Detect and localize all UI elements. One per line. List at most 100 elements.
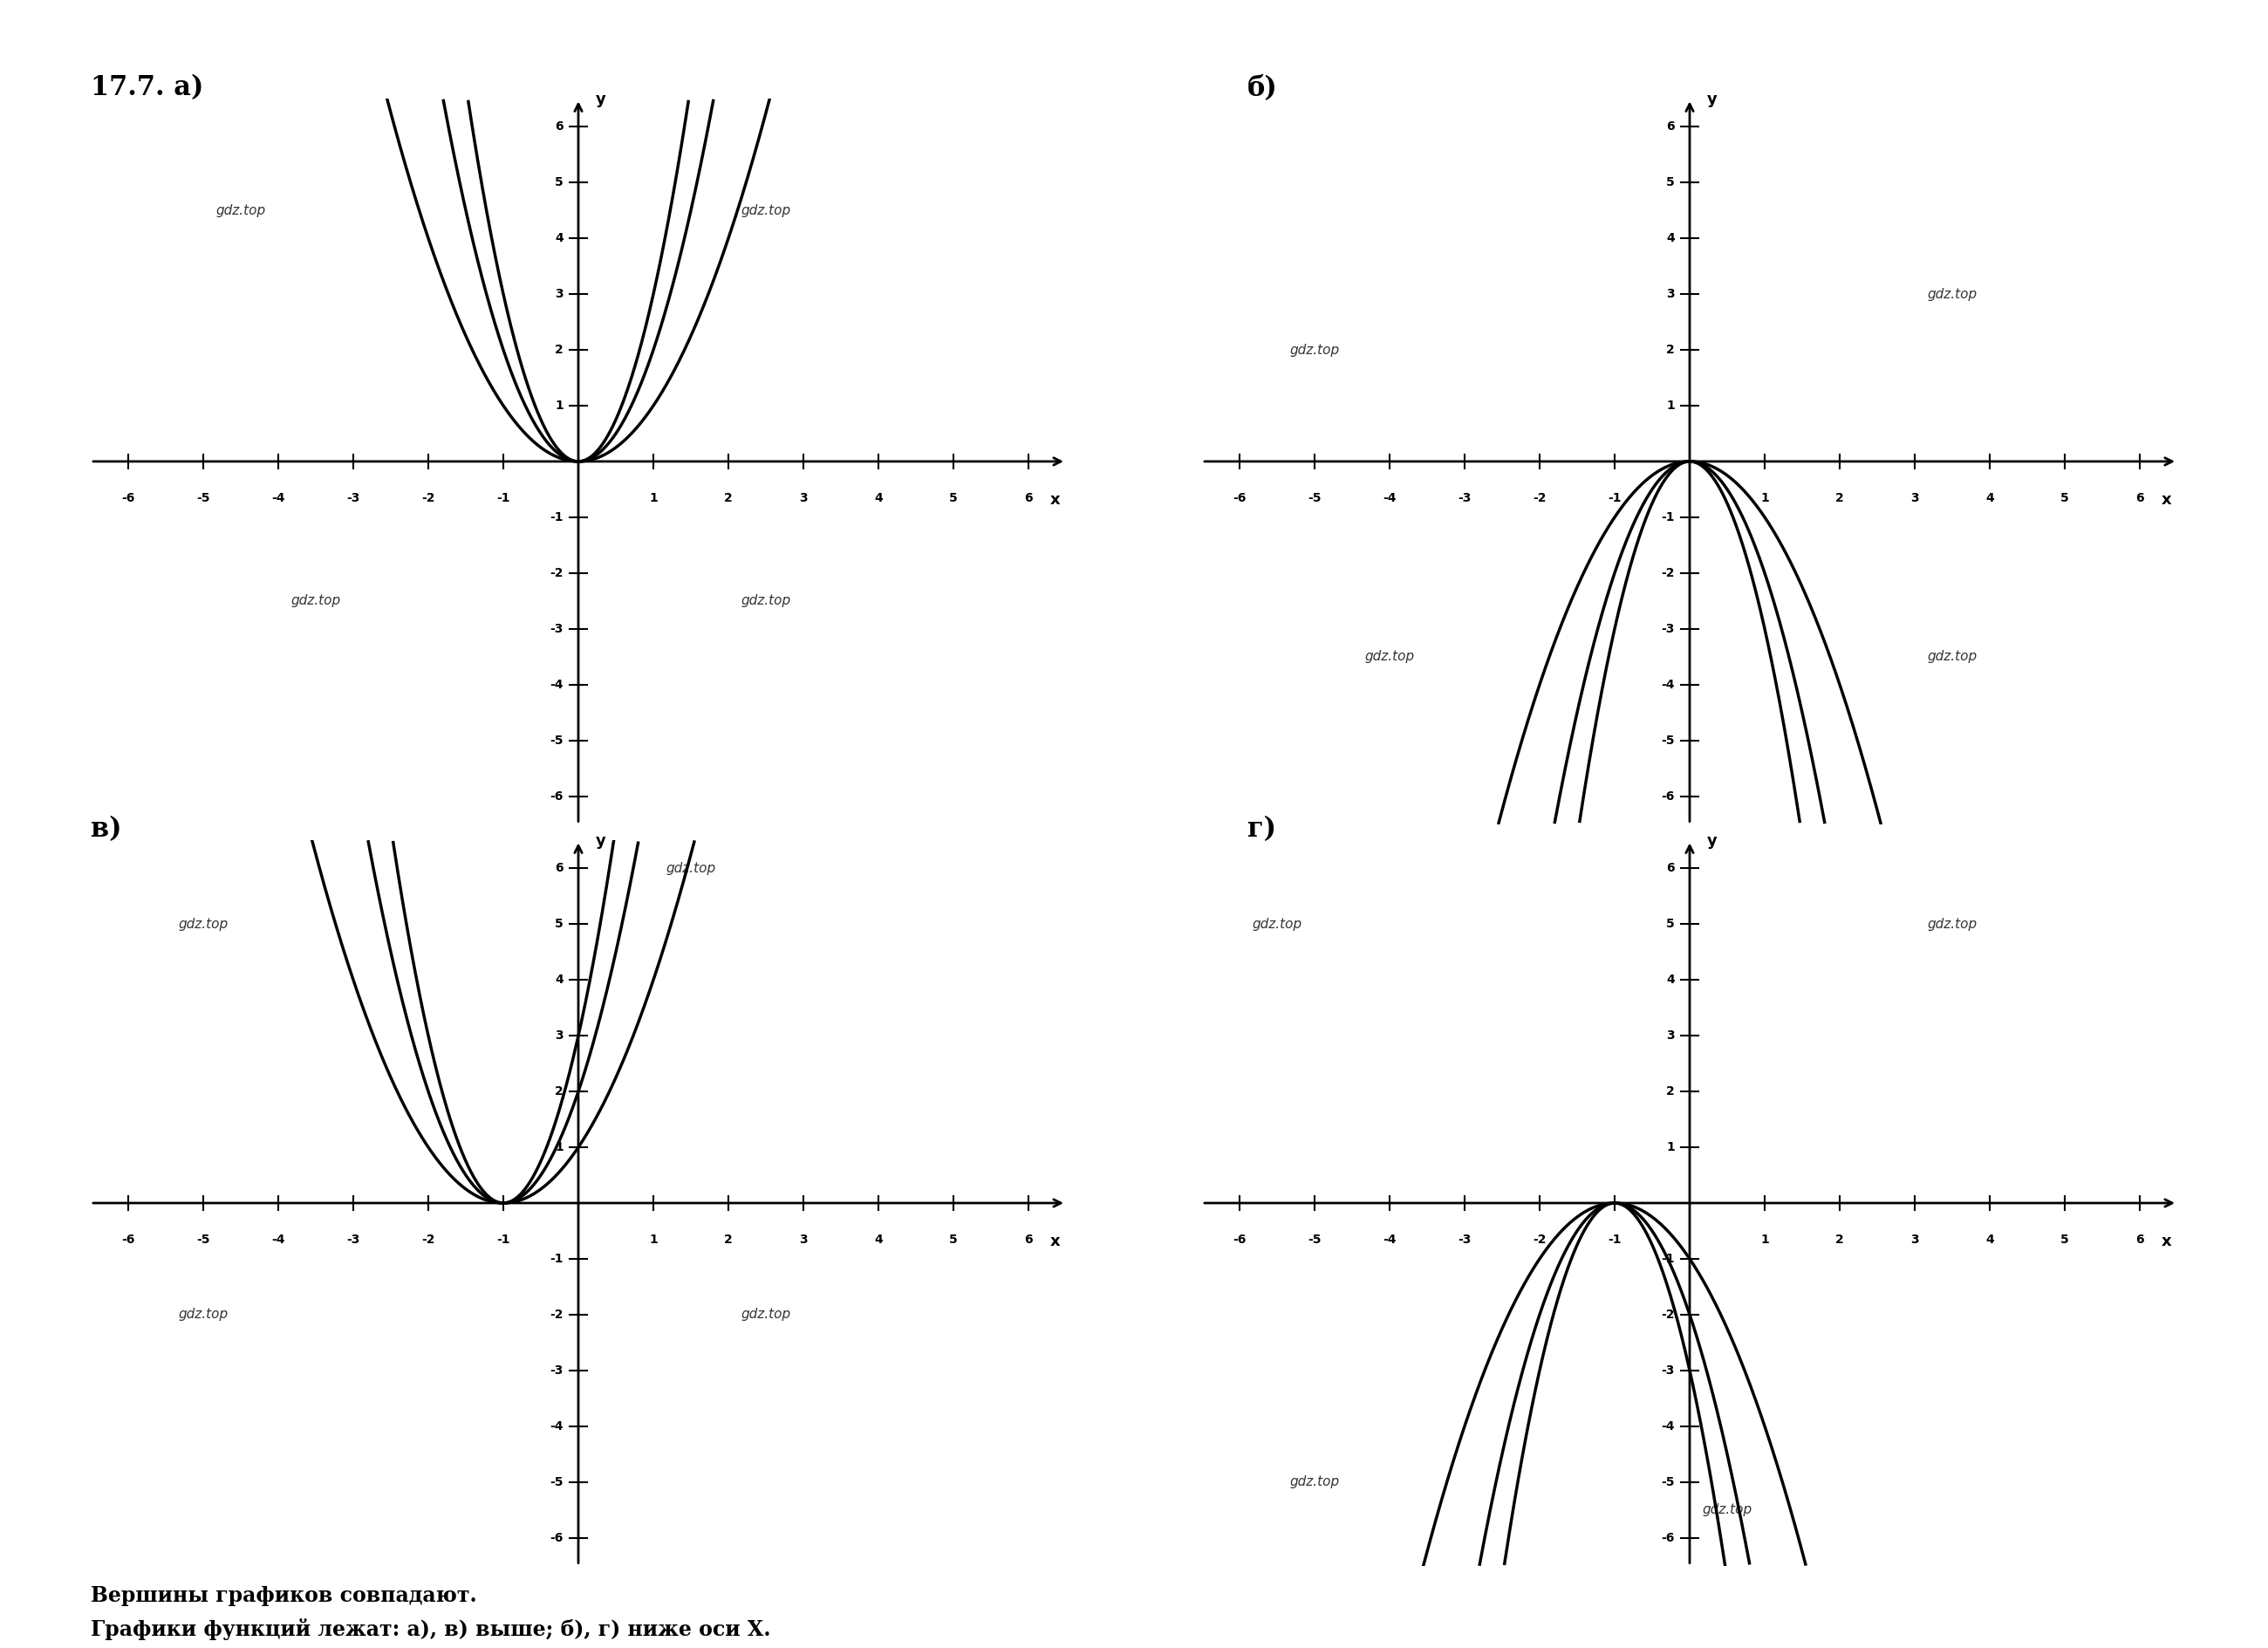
Text: -3: -3 — [549, 1365, 562, 1376]
Text: -6: -6 — [122, 493, 134, 504]
Text: 3: 3 — [798, 1234, 807, 1246]
Text: 2: 2 — [1667, 1086, 1674, 1098]
Text: gdz.top: gdz.top — [742, 595, 792, 608]
Text: г): г) — [1247, 816, 1277, 842]
Text: gdz.top: gdz.top — [179, 918, 229, 931]
Text: 4: 4 — [873, 493, 882, 504]
Text: -4: -4 — [272, 493, 286, 504]
Text: gdz.top: gdz.top — [742, 204, 792, 218]
Text: -4: -4 — [1660, 679, 1674, 691]
Text: Вершины графиков совпадают.: Вершины графиков совпадают. — [91, 1585, 476, 1607]
Text: 6: 6 — [556, 862, 562, 875]
Text: gdz.top: gdz.top — [1290, 343, 1340, 356]
Text: 5: 5 — [1667, 176, 1674, 188]
Text: gdz.top: gdz.top — [1252, 918, 1302, 931]
Text: -5: -5 — [1660, 735, 1674, 747]
Text: -2: -2 — [422, 1234, 435, 1246]
Text: -4: -4 — [1383, 1234, 1397, 1246]
Text: y: y — [596, 92, 606, 107]
Text: -5: -5 — [197, 1234, 211, 1246]
Text: gdz.top: gdz.top — [1928, 649, 1978, 662]
Text: -1: -1 — [549, 511, 562, 524]
Text: -4: -4 — [549, 1421, 562, 1432]
Text: x: x — [2161, 493, 2170, 508]
Text: -4: -4 — [1660, 1421, 1674, 1432]
Text: x: x — [1050, 1234, 1059, 1249]
Text: -2: -2 — [549, 1309, 562, 1320]
Text: gdz.top: gdz.top — [1928, 287, 1978, 300]
Text: 4: 4 — [1667, 232, 1674, 244]
Text: -2: -2 — [1660, 567, 1674, 578]
Text: -1: -1 — [1660, 1252, 1674, 1266]
Text: -5: -5 — [197, 493, 211, 504]
Text: gdz.top: gdz.top — [742, 1309, 792, 1322]
Text: -6: -6 — [549, 789, 562, 803]
Text: -6: -6 — [1660, 1531, 1674, 1544]
Text: 1: 1 — [556, 399, 562, 412]
Text: -3: -3 — [347, 493, 361, 504]
Text: 2: 2 — [556, 344, 562, 356]
Text: gdz.top: gdz.top — [1365, 649, 1415, 662]
Text: 3: 3 — [1667, 288, 1674, 300]
Text: 1: 1 — [1667, 399, 1674, 412]
Text: 6: 6 — [1667, 862, 1674, 875]
Text: 3: 3 — [556, 1030, 562, 1042]
Text: 6: 6 — [1025, 1234, 1032, 1246]
Text: -2: -2 — [422, 493, 435, 504]
Text: 6: 6 — [1025, 493, 1032, 504]
Text: 3: 3 — [1910, 493, 1919, 504]
Text: 1: 1 — [649, 1234, 658, 1246]
Text: 5: 5 — [1667, 918, 1674, 929]
Text: 5: 5 — [950, 493, 957, 504]
Text: 5: 5 — [2062, 1234, 2068, 1246]
Text: 5: 5 — [950, 1234, 957, 1246]
Text: -4: -4 — [1383, 493, 1397, 504]
Text: 2: 2 — [1835, 493, 1844, 504]
Text: 17.7. a): 17.7. a) — [91, 74, 204, 101]
Text: -1: -1 — [549, 1252, 562, 1266]
Text: 2: 2 — [723, 1234, 733, 1246]
Text: -4: -4 — [549, 679, 562, 691]
Text: 4: 4 — [556, 232, 562, 244]
Text: gdz.top: gdz.top — [290, 595, 340, 608]
Text: 4: 4 — [1667, 974, 1674, 986]
Text: gdz.top: gdz.top — [1290, 1475, 1340, 1488]
Text: x: x — [2161, 1234, 2170, 1249]
Text: gdz.top: gdz.top — [1703, 1503, 1753, 1516]
Text: -2: -2 — [549, 567, 562, 578]
Text: 1: 1 — [1667, 1140, 1674, 1154]
Text: 5: 5 — [2062, 493, 2068, 504]
Text: 4: 4 — [556, 974, 562, 986]
Text: -6: -6 — [549, 1531, 562, 1544]
Text: gdz.top: gdz.top — [179, 1309, 229, 1322]
Text: 6: 6 — [2136, 1234, 2143, 1246]
Text: 6: 6 — [556, 120, 562, 133]
Text: 3: 3 — [556, 288, 562, 300]
Text: 4: 4 — [873, 1234, 882, 1246]
Text: 2: 2 — [1667, 344, 1674, 356]
Text: x: x — [1050, 493, 1059, 508]
Text: -5: -5 — [549, 1477, 562, 1488]
Text: 5: 5 — [556, 918, 562, 929]
Text: -4: -4 — [272, 1234, 286, 1246]
Text: 1: 1 — [649, 493, 658, 504]
Text: 3: 3 — [798, 493, 807, 504]
Text: -1: -1 — [497, 1234, 510, 1246]
Text: 4: 4 — [1984, 493, 1994, 504]
Text: 1: 1 — [556, 1140, 562, 1154]
Text: -3: -3 — [1660, 1365, 1674, 1376]
Text: -5: -5 — [1309, 1234, 1322, 1246]
Text: -6: -6 — [122, 1234, 134, 1246]
Text: -5: -5 — [1309, 493, 1322, 504]
Text: в): в) — [91, 816, 122, 842]
Text: 2: 2 — [1835, 1234, 1844, 1246]
Text: -2: -2 — [1533, 1234, 1547, 1246]
Text: 2: 2 — [723, 493, 733, 504]
Text: 1: 1 — [1760, 493, 1769, 504]
Text: -1: -1 — [1660, 511, 1674, 524]
Text: -6: -6 — [1234, 493, 1245, 504]
Text: y: y — [1708, 834, 1717, 849]
Text: -5: -5 — [549, 735, 562, 747]
Text: -1: -1 — [1608, 1234, 1622, 1246]
Text: -6: -6 — [1660, 789, 1674, 803]
